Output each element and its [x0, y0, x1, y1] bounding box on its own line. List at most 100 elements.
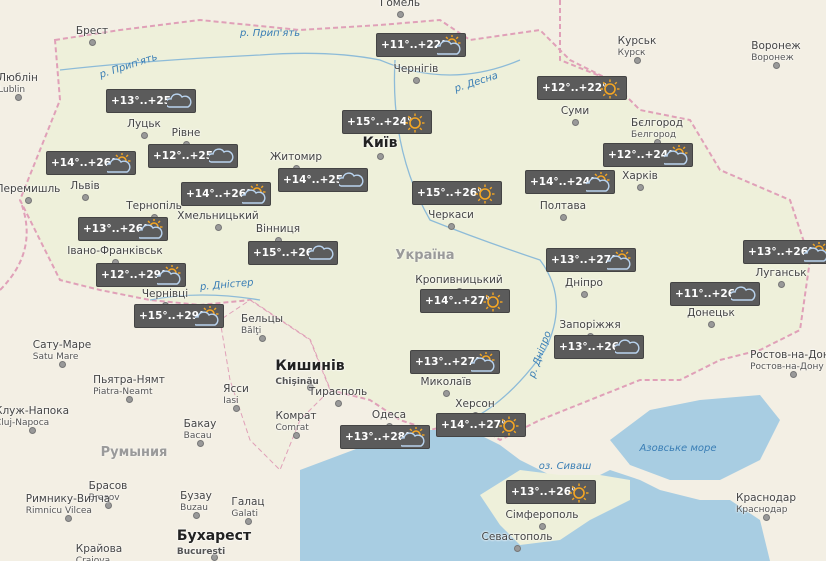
city-dot — [763, 514, 770, 521]
city-dot — [197, 440, 204, 447]
city-name: Брасов — [88, 480, 128, 492]
forecast-text: +15°..+24° — [347, 116, 413, 128]
city-label: Клуж-Напока Cluj-Napoca — [0, 405, 69, 429]
border — [0, 0, 611, 291]
weather-icon — [607, 250, 631, 270]
city-dot — [126, 396, 133, 403]
city-name: Чернівці — [141, 288, 189, 300]
forecast-text: +14°..+25° — [283, 174, 349, 186]
city-name-latin: Курск — [617, 48, 646, 58]
city-dot — [560, 214, 567, 221]
city-label: Запоріжжя — [559, 319, 620, 331]
city-dot — [514, 545, 521, 552]
city-label: Херсон — [455, 398, 494, 410]
city-label: Ясси Iasi — [223, 383, 249, 407]
forecast-text: +13°..+26° — [748, 246, 814, 258]
forecast-text: +12°..+24° — [608, 149, 674, 161]
forecast-text: +14°..+27° — [425, 295, 491, 307]
city-name: Бєлгород — [631, 117, 683, 129]
forecast-badge: +14°..+25° — [278, 168, 368, 192]
city-label: Люблін Lublin — [0, 72, 38, 96]
forecast-badge: +13°..+25° — [106, 89, 196, 113]
city-name: Краснодар — [736, 492, 796, 504]
forecast-badge: +12°..+24° — [603, 143, 693, 167]
weather-icon — [569, 483, 589, 503]
city-name: Хмельницький — [177, 210, 259, 222]
city-name-latin: Bacau — [183, 431, 212, 441]
city-dot — [25, 197, 32, 204]
city-name: Житомир — [269, 151, 323, 163]
forecast-badge: +14°..+27° — [436, 413, 526, 437]
city-name-latin: Bucuresti — [176, 547, 226, 557]
city-name: Дніпро — [565, 277, 603, 289]
forecast-text: +13°..+25° — [111, 95, 177, 107]
city-dot — [708, 321, 715, 328]
city-name: Донецьк — [687, 307, 735, 319]
city-name: Львів — [70, 180, 100, 192]
city-name-latin: Piatra-Neamt — [93, 387, 153, 397]
city-name: Тирасполь — [308, 386, 368, 398]
city-name: Чернігів — [393, 63, 439, 75]
city-label: Тернопіль — [126, 200, 182, 212]
city-name-latin: Brasov — [88, 493, 120, 503]
city-name-latin: Ростов-на-Дону — [750, 362, 824, 372]
city-label: Хмельницький — [177, 210, 259, 222]
weather-icon — [139, 219, 163, 239]
city-label: Харків — [622, 170, 658, 182]
city-dot — [773, 62, 780, 69]
forecast-badge: +15°..+24° — [342, 110, 432, 134]
city-label: Київ — [363, 135, 398, 151]
city-label: Римнику-Вилча Rimnicu Vilcea — [26, 493, 111, 517]
weather-icon — [242, 184, 266, 204]
city-name: Луганськ — [755, 267, 807, 279]
forecast-badge: +13°..+26° — [743, 240, 826, 264]
city-name-latin: Iasi — [223, 396, 239, 406]
weather-icon — [475, 184, 495, 204]
forecast-text: +15°..+26° — [253, 247, 319, 259]
city-name-latin: Lublin — [0, 85, 26, 95]
weather-icon — [195, 306, 219, 326]
city-name: Перемишль — [0, 183, 61, 195]
city-name: Луцьк — [127, 118, 161, 130]
weather-icon — [167, 93, 192, 108]
weather-icon — [405, 113, 425, 133]
city-name: Брест — [75, 25, 109, 37]
city-dot — [233, 405, 240, 412]
city-label: Полтава — [540, 200, 586, 212]
forecast-badge: +13°..+26° — [554, 335, 644, 359]
forecast-text: +12°..+25° — [153, 150, 219, 162]
forecast-text: +15°..+29° — [139, 310, 205, 322]
city-dot — [539, 523, 546, 530]
city-label: Сату-Маре Satu Mare — [33, 339, 92, 363]
city-label: Перемишль — [0, 183, 60, 195]
city-label: Чернігів — [394, 63, 439, 75]
forecast-badge: +11°..+26° — [670, 282, 760, 306]
city-dot — [572, 119, 579, 126]
weather-icon — [209, 148, 234, 163]
forecast-text: +13°..+27° — [551, 254, 617, 266]
forecast-text: +13°..+26° — [511, 486, 577, 498]
city-label: Львів — [70, 180, 99, 192]
city-name: Бухарест — [176, 528, 252, 544]
water-label: Азовське море — [639, 443, 717, 454]
city-label: Тирасполь — [309, 386, 367, 398]
forecast-badge: +11°..+22° — [376, 33, 466, 57]
city-label: Черкаси — [428, 209, 474, 221]
city-label: Бельцы Bălţi — [241, 313, 283, 337]
city-name: Київ — [362, 135, 398, 151]
city-name: Запоріжжя — [559, 319, 621, 331]
weather-icon — [107, 153, 131, 173]
region-label: Румыния — [100, 445, 168, 460]
river-lines — [59, 52, 558, 421]
city-name: Рівне — [171, 127, 201, 139]
city-name: Люблін — [0, 72, 38, 84]
forecast-badge: +12°..+29° — [96, 263, 186, 287]
city-name-latin: Galati — [231, 509, 258, 519]
weather-icon — [664, 145, 688, 165]
city-name: Херсон — [455, 398, 495, 410]
forecast-badge: +14°..+27° — [420, 289, 510, 313]
weather-icon — [499, 416, 519, 436]
weather-icon — [731, 286, 756, 301]
city-name: Ясси — [223, 383, 249, 395]
city-name: Комрат — [275, 410, 317, 422]
